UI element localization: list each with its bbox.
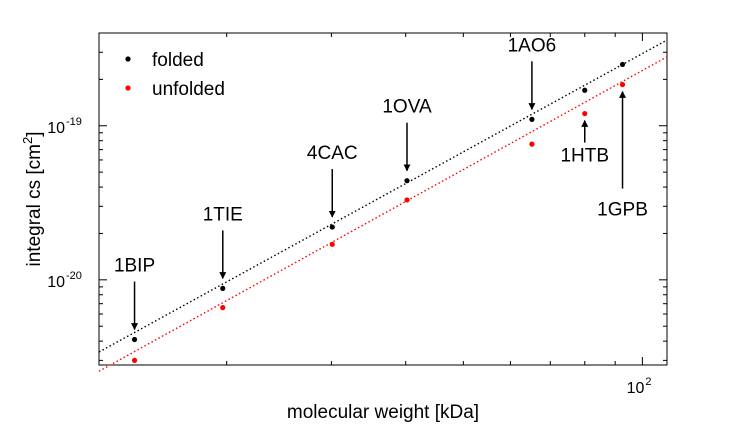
y-axis-label: integral cs [cm2] (20, 132, 45, 267)
x-tick-label-0: 10 (627, 380, 645, 397)
annotation-label-3: 1OVA (382, 97, 432, 118)
data-point-1-4 (529, 141, 535, 147)
data-point-0-2 (329, 224, 335, 230)
fit-line-0 (98, 39, 668, 353)
annotation-label-2: 4CAC (307, 143, 358, 164)
fit-lines (98, 39, 668, 372)
y-axis-label-sup: 2 (20, 137, 35, 144)
annotation-label-4: 1AO6 (508, 35, 557, 56)
data-point-0-4 (529, 116, 535, 122)
data-point-1-6 (619, 81, 626, 88)
data-point-1-3 (404, 197, 410, 203)
y-tick-label-0: 10 (47, 274, 65, 291)
annotation-label-6: 1GPB (597, 200, 648, 221)
data-point-0-3 (404, 178, 410, 184)
data-point-1-0 (131, 357, 138, 363)
data-point-1-1 (220, 305, 226, 311)
y-tick-label-base-0: 10 (47, 274, 65, 291)
annotations: 1BIP 1TIE 4CAC 1OVA 1AO6 1HTB 1GPB (114, 35, 648, 331)
y-tick-label-1: 10 (47, 120, 65, 137)
data-point-0-6 (619, 61, 626, 68)
data-point-1-2 (329, 241, 335, 247)
legend-marker-1 (125, 85, 131, 91)
plot-area (98, 32, 668, 366)
legend-label-0: folded (152, 50, 204, 71)
y-tick-label-exp-1: -19 (66, 116, 82, 128)
data-points (131, 61, 626, 363)
annotation-label-5: 1HTB (560, 146, 609, 167)
data-point-0-1 (220, 285, 226, 291)
annotation-label-1: 1TIE (203, 204, 243, 225)
y-axis-label-main: integral cs [cm (24, 144, 45, 266)
x-tick-label-exp-0: 2 (645, 376, 651, 388)
fit-line-1 (98, 56, 668, 372)
data-point-0-0 (131, 336, 138, 343)
data-point-1-5 (582, 110, 588, 117)
y-axis-label-end: ] (24, 132, 45, 137)
y-tick-label-base-1: 10 (47, 120, 65, 137)
data-point-0-5 (582, 87, 588, 93)
y-tick-label-exp-0: -20 (66, 270, 82, 282)
legend-label-1: unfolded (152, 79, 225, 100)
x-axis-label: molecular weight [kDa] (287, 402, 479, 423)
legend-marker-0 (125, 56, 131, 62)
legend: folded unfolded (125, 50, 225, 100)
annotation-label-0: 1BIP (114, 255, 155, 276)
